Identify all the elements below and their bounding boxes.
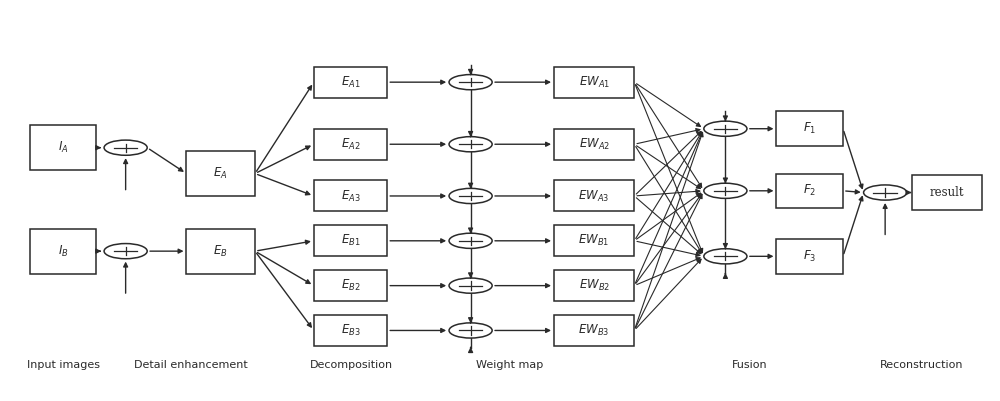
Text: $EW_{A1}$: $EW_{A1}$	[579, 75, 610, 90]
Bar	[314, 180, 387, 211]
Bar	[912, 175, 982, 210]
Text: $EW_{B2}$: $EW_{B2}$	[579, 278, 610, 293]
Circle shape	[704, 183, 747, 198]
Text: result: result	[930, 186, 964, 199]
Bar	[314, 67, 387, 98]
Circle shape	[704, 121, 747, 136]
Bar	[554, 225, 634, 256]
Text: Reconstruction: Reconstruction	[880, 360, 963, 370]
Bar	[554, 180, 634, 211]
Text: $I_{B}$: $I_{B}$	[58, 243, 68, 259]
Text: $E_{A}$: $E_{A}$	[213, 166, 228, 181]
Text: $F_{3}$: $F_{3}$	[803, 249, 816, 264]
Bar	[776, 174, 843, 208]
Text: $E_{A3}$: $E_{A3}$	[341, 188, 360, 204]
Bar	[186, 151, 255, 196]
Bar	[554, 67, 634, 98]
Text: Decomposition: Decomposition	[309, 360, 393, 370]
Text: $EW_{A3}$: $EW_{A3}$	[578, 188, 610, 204]
Text: $EW_{B1}$: $EW_{B1}$	[578, 233, 610, 248]
Bar	[314, 315, 387, 346]
Bar	[314, 225, 387, 256]
Text: Fusion: Fusion	[732, 360, 768, 370]
Text: $E_{B3}$: $E_{B3}$	[341, 323, 360, 338]
Bar	[30, 229, 96, 273]
Bar	[554, 315, 634, 346]
Bar	[186, 229, 255, 273]
Text: $F_{2}$: $F_{2}$	[803, 183, 816, 198]
Circle shape	[449, 233, 492, 248]
Circle shape	[449, 75, 492, 90]
Bar	[776, 239, 843, 273]
Circle shape	[449, 278, 492, 293]
Circle shape	[449, 137, 492, 152]
Text: $E_{B2}$: $E_{B2}$	[341, 278, 360, 293]
Text: $E_{A1}$: $E_{A1}$	[341, 75, 360, 90]
Circle shape	[104, 140, 147, 155]
Text: Detail enhancement: Detail enhancement	[134, 360, 248, 370]
Circle shape	[449, 323, 492, 338]
Bar	[30, 125, 96, 170]
Text: $E_{B}$: $E_{B}$	[213, 243, 228, 259]
Bar	[776, 111, 843, 146]
Circle shape	[704, 249, 747, 264]
Text: $E_{A2}$: $E_{A2}$	[341, 137, 360, 152]
Text: Weight map: Weight map	[476, 360, 543, 370]
Bar	[554, 270, 634, 301]
Text: $E_{B1}$: $E_{B1}$	[341, 233, 360, 248]
Text: $F_{1}$: $F_{1}$	[803, 121, 816, 136]
Text: $EW_{B3}$: $EW_{B3}$	[578, 323, 610, 338]
Circle shape	[104, 243, 147, 259]
Bar	[554, 129, 634, 160]
Text: Input images: Input images	[27, 360, 100, 370]
Circle shape	[864, 185, 907, 200]
Circle shape	[449, 188, 492, 204]
Bar	[314, 270, 387, 301]
Text: $I_{A}$: $I_{A}$	[58, 140, 68, 155]
Bar	[314, 129, 387, 160]
Text: $EW_{A2}$: $EW_{A2}$	[579, 137, 610, 152]
